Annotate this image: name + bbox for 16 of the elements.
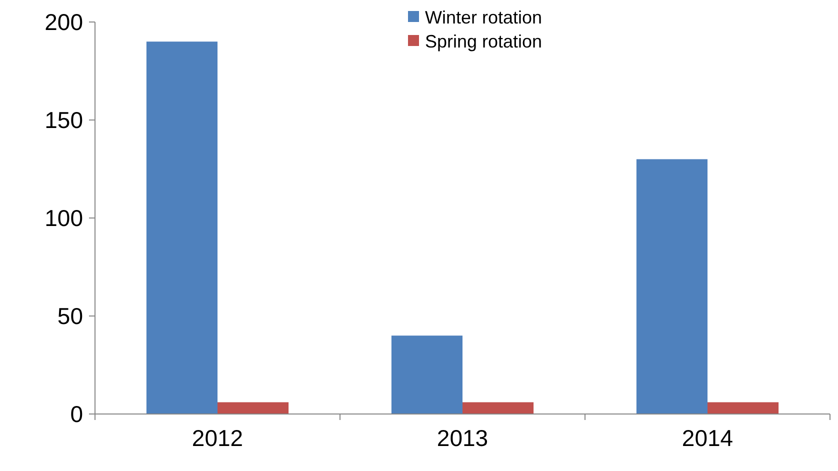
- x-tick-label: 2013: [436, 425, 488, 451]
- y-tick-label: 150: [44, 107, 83, 134]
- bar: [218, 402, 289, 414]
- y-tick-label: 200: [44, 9, 83, 36]
- y-tick-label: 0: [70, 401, 83, 428]
- y-tick-label: 50: [57, 303, 83, 330]
- bar: [391, 336, 462, 414]
- x-tick-label: 2014: [682, 425, 734, 451]
- legend-label: Winter rotation: [425, 7, 542, 28]
- bar: [636, 159, 708, 414]
- bar: [708, 402, 779, 414]
- bar: [462, 402, 534, 414]
- y-tick-label: 100: [44, 205, 83, 232]
- x-tick-label: 2012: [192, 425, 244, 451]
- bar: [146, 42, 218, 414]
- legend-label: Spring rotation: [425, 31, 542, 52]
